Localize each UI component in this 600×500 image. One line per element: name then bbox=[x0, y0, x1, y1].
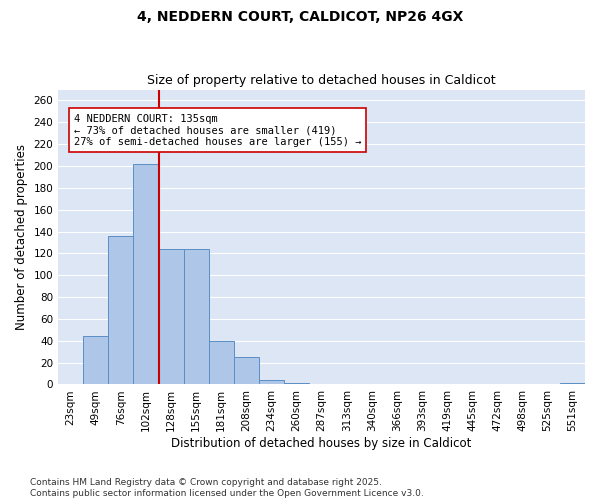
Text: Contains HM Land Registry data © Crown copyright and database right 2025.
Contai: Contains HM Land Registry data © Crown c… bbox=[30, 478, 424, 498]
Y-axis label: Number of detached properties: Number of detached properties bbox=[15, 144, 28, 330]
Bar bbox=[133, 164, 158, 384]
Bar bbox=[109, 236, 133, 384]
Text: 4 NEDDERN COURT: 135sqm
← 73% of detached houses are smaller (419)
27% of semi-d: 4 NEDDERN COURT: 135sqm ← 73% of detache… bbox=[74, 114, 361, 147]
Text: 4, NEDDERN COURT, CALDICOT, NP26 4GX: 4, NEDDERN COURT, CALDICOT, NP26 4GX bbox=[137, 10, 463, 24]
Bar bbox=[234, 357, 259, 384]
Bar bbox=[184, 249, 209, 384]
Bar bbox=[209, 341, 234, 384]
Bar bbox=[83, 336, 109, 384]
Bar bbox=[158, 249, 184, 384]
X-axis label: Distribution of detached houses by size in Caldicot: Distribution of detached houses by size … bbox=[172, 437, 472, 450]
Bar bbox=[259, 380, 284, 384]
Title: Size of property relative to detached houses in Caldicot: Size of property relative to detached ho… bbox=[147, 74, 496, 87]
